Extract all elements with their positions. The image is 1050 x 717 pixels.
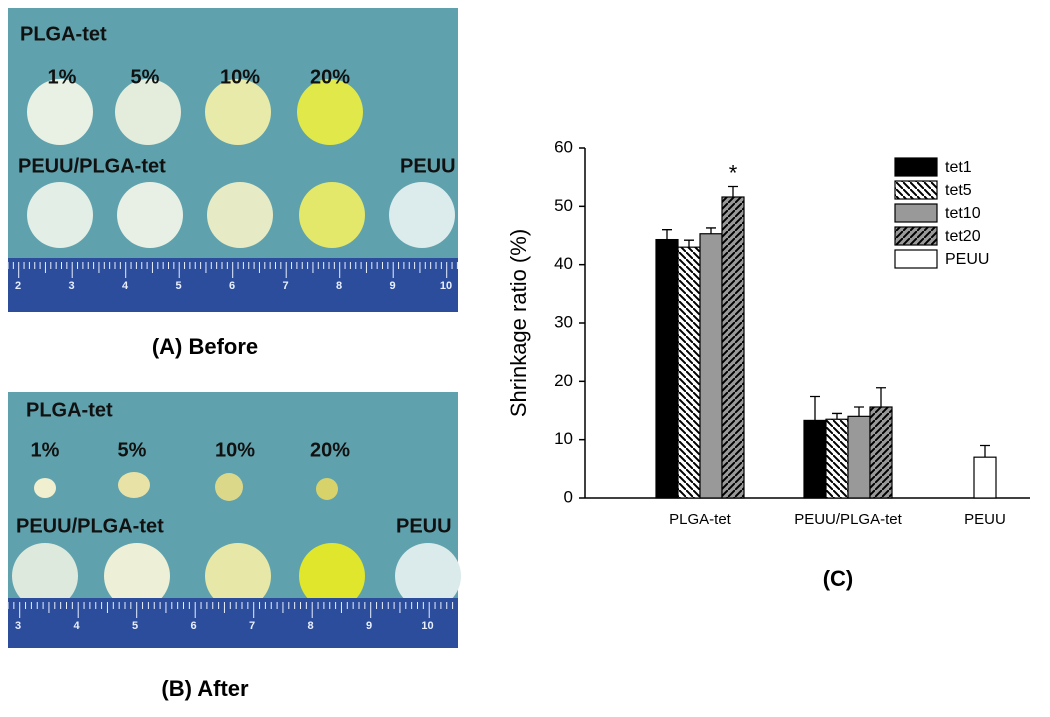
- photo-label: 5%: [131, 66, 160, 88]
- error-bar: [662, 229, 672, 240]
- photo-label: 20%: [310, 66, 350, 88]
- ruler-label: 6: [190, 620, 196, 632]
- bar: [973, 456, 997, 499]
- photo-label: PEUU: [396, 515, 452, 537]
- error-bar: [706, 227, 716, 234]
- error-bar: [854, 406, 864, 417]
- x-tick-label: PLGA-tet: [669, 511, 732, 528]
- y-tick-label: 40: [554, 254, 573, 273]
- bar: [699, 233, 723, 499]
- photo-label: PLGA-tet: [26, 399, 113, 421]
- legend-label: tet1: [945, 159, 972, 176]
- caption: (B) After: [161, 676, 249, 701]
- ruler-label: 5: [132, 620, 138, 632]
- photo-b: [8, 392, 461, 648]
- disc: [297, 79, 363, 145]
- ruler-label: 5: [175, 280, 181, 292]
- photo-label: PEUU: [400, 155, 456, 177]
- bar: [869, 406, 893, 499]
- error-bar: [810, 395, 820, 421]
- y-axis-label: Shrinkage ratio (%): [506, 229, 531, 417]
- ruler-label: 2: [15, 280, 21, 292]
- y-tick-label: 20: [554, 371, 573, 390]
- legend-swatch: [894, 226, 938, 246]
- disc: [316, 478, 338, 500]
- photo-label: 20%: [310, 439, 350, 461]
- error-bar: [728, 185, 738, 197]
- photo-label: 5%: [118, 439, 147, 461]
- disc: [27, 79, 93, 145]
- photo-label: 1%: [31, 439, 60, 461]
- ruler-label: 4: [122, 280, 129, 292]
- legend-label: tet20: [945, 228, 981, 245]
- bar: [803, 419, 827, 499]
- y-tick-label: 0: [564, 487, 573, 506]
- ruler-label: 9: [389, 280, 395, 292]
- ruler-label: 4: [73, 620, 80, 632]
- y-tick-label: 50: [554, 196, 573, 215]
- legend-swatch: [894, 180, 938, 200]
- disc: [115, 79, 181, 145]
- disc: [117, 182, 183, 248]
- error-bar: [832, 412, 842, 420]
- disc: [299, 543, 365, 609]
- y-tick-label: 30: [554, 312, 573, 331]
- ruler-label: 10: [440, 280, 452, 292]
- disc: [207, 182, 273, 248]
- disc: [12, 543, 78, 609]
- y-tick-label: 60: [554, 137, 573, 156]
- ruler-label: 3: [68, 280, 74, 292]
- annotation: *: [729, 160, 738, 185]
- bar: [721, 196, 745, 499]
- error-bar: [980, 444, 990, 458]
- photo-label: 1%: [48, 66, 77, 88]
- disc: [27, 182, 93, 248]
- ruler-label: 9: [366, 620, 372, 632]
- photo-label: PEUU/PLGA-tet: [16, 515, 164, 537]
- legend-label: PEUU: [945, 251, 989, 268]
- photo-label: PLGA-tet: [20, 23, 107, 45]
- photo-label: 10%: [215, 439, 255, 461]
- legend-label: tet5: [945, 182, 972, 199]
- caption: (A) Before: [152, 334, 258, 359]
- ruler-label: 7: [282, 280, 288, 292]
- ruler-label: 6: [229, 280, 235, 292]
- caption: (C): [823, 566, 854, 591]
- legend-swatch: [894, 249, 938, 269]
- photo-a: [8, 8, 458, 312]
- bar: [655, 238, 679, 499]
- error-bar: [876, 387, 886, 407]
- disc: [34, 478, 56, 498]
- disc: [205, 79, 271, 145]
- ruler-label: 3: [15, 620, 21, 632]
- photo-label: PEUU/PLGA-tet: [18, 155, 166, 177]
- photo-label: 10%: [220, 66, 260, 88]
- bar: [825, 418, 849, 499]
- bar: [677, 246, 701, 499]
- ruler-label: 8: [336, 280, 342, 292]
- legend-swatch: [894, 157, 938, 177]
- disc: [215, 473, 243, 501]
- legend-label: tet10: [945, 205, 981, 222]
- ruler: [8, 598, 458, 648]
- ruler-label: 8: [307, 620, 313, 632]
- disc: [205, 543, 271, 609]
- ruler-label: 10: [421, 620, 433, 632]
- ruler-label: 7: [249, 620, 255, 632]
- disc: [395, 543, 461, 609]
- disc: [299, 182, 365, 248]
- disc: [389, 182, 455, 248]
- error-bar: [684, 239, 694, 248]
- legend-swatch: [894, 203, 938, 223]
- disc: [104, 543, 170, 609]
- x-tick-label: PEUU/PLGA-tet: [794, 511, 902, 528]
- disc: [118, 472, 150, 498]
- y-tick-label: 10: [554, 429, 573, 448]
- bar: [847, 415, 871, 499]
- x-tick-label: PEUU: [964, 511, 1006, 528]
